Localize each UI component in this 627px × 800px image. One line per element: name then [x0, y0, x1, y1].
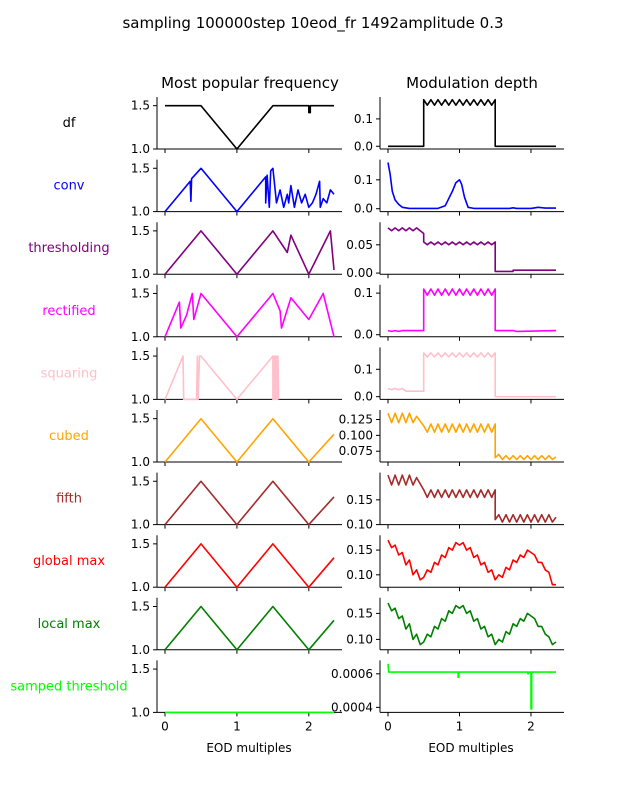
y-tick-label: 0.1: [354, 362, 373, 376]
y-tick-label: 1.5: [131, 537, 150, 551]
series-line-mod: [387, 663, 556, 710]
row-label: local max: [38, 617, 101, 632]
series-line-freq: [164, 230, 335, 276]
x-axis-label-left: EOD multiples: [206, 741, 291, 755]
series-line-freq: [164, 480, 335, 526]
y-tick-label: 1.0: [131, 643, 150, 657]
series-line-freq: [165, 104, 334, 150]
series-line-freq: [164, 605, 335, 651]
y-tick-label: 1.5: [131, 349, 150, 363]
y-tick-label: 0.1: [354, 173, 373, 187]
y-tick-label: 0.05: [346, 238, 373, 252]
series-line-freq: [164, 292, 335, 338]
series-line-mod: [387, 602, 557, 646]
y-tick-label: 0.15: [346, 493, 373, 507]
y-tick-label: 1.0: [131, 267, 150, 281]
row-label: rectified: [42, 304, 95, 319]
y-tick-label: 0.15: [346, 543, 373, 557]
y-tick-label: 1.5: [131, 599, 150, 613]
x-tick-label: 1: [456, 719, 464, 733]
series-line-mod: [388, 98, 556, 148]
series-line-freq: [164, 355, 280, 401]
series-line-mod: [387, 412, 557, 461]
y-tick-label: 0.10: [346, 568, 373, 582]
x-tick-label: 1: [233, 719, 241, 733]
y-tick-label: 1.5: [131, 474, 150, 488]
y-tick-label: 0.0: [354, 139, 373, 153]
row-label: fifth: [56, 492, 82, 507]
column-title-frequency: Most popular frequency: [161, 74, 339, 92]
y-tick-label: 0.1: [354, 286, 373, 300]
series-line-mod: [387, 162, 556, 210]
y-tick-label: 0.125: [339, 413, 373, 427]
column-title-modulation: Modulation depth: [406, 74, 538, 92]
x-tick-label: 2: [527, 719, 535, 733]
y-tick-label: 1.0: [131, 205, 150, 219]
series-line-freq: [164, 167, 335, 213]
y-tick-label: 0.00: [346, 266, 373, 280]
y-tick-label: 0.10: [346, 632, 373, 646]
y-tick-label: 1.0: [131, 142, 150, 156]
y-tick-label: 0.1: [354, 112, 373, 126]
row-label: cubed: [49, 429, 89, 444]
y-tick-label: 1.0: [131, 392, 150, 406]
row-label: squaring: [41, 366, 98, 381]
series-line-freq: [164, 543, 335, 589]
y-tick-label: 0.15: [346, 606, 373, 620]
y-tick-label: 1.0: [131, 330, 150, 344]
row-label: samped threshold: [10, 679, 127, 694]
series-line-mod: [387, 539, 556, 586]
row-label: conv: [53, 179, 84, 194]
x-axis-label-right: EOD multiples: [428, 741, 513, 755]
x-tick-label: 0: [161, 719, 169, 733]
y-tick-label: 1.0: [131, 455, 150, 469]
x-tick-label: 0: [384, 719, 392, 733]
series-line-mod: [387, 288, 557, 333]
row-label: thresholding: [28, 241, 109, 256]
series-line-mod: [387, 227, 556, 273]
y-tick-label: 0.0: [354, 390, 373, 404]
figure-title: sampling 100000step 10eod_fr 1492amplitu…: [122, 14, 503, 33]
series-line-mod: [387, 474, 557, 523]
x-tick-label: 2: [305, 719, 313, 733]
series-line-freq: [164, 417, 335, 463]
series-line-mod: [387, 352, 556, 398]
y-tick-label: 0.0: [354, 202, 373, 216]
y-tick-label: 1.0: [131, 580, 150, 594]
y-tick-label: 1.5: [131, 412, 150, 426]
y-tick-label: 0.075: [339, 444, 373, 458]
row-label: df: [63, 116, 76, 131]
y-tick-label: 0.0006: [331, 667, 373, 681]
y-tick-label: 0.0: [354, 328, 373, 342]
y-tick-label: 1.5: [131, 286, 150, 300]
y-tick-label: 0.10: [346, 518, 373, 532]
y-tick-label: 1.5: [131, 99, 150, 113]
y-tick-label: 1.5: [131, 224, 150, 238]
panels: df 1.0 1.5 0.0 0.1 conv 1.0 1.5 0.0 0.1 thresholdi…: [10, 97, 564, 733]
y-tick-label: 1.5: [131, 161, 150, 175]
y-tick-label: 1.0: [131, 705, 150, 719]
y-tick-label: 0.100: [339, 428, 373, 442]
y-tick-label: 1.5: [131, 662, 150, 676]
row-label: global max: [33, 554, 105, 569]
y-tick-label: 0.0004: [331, 700, 373, 714]
y-tick-label: 1.0: [131, 518, 150, 532]
